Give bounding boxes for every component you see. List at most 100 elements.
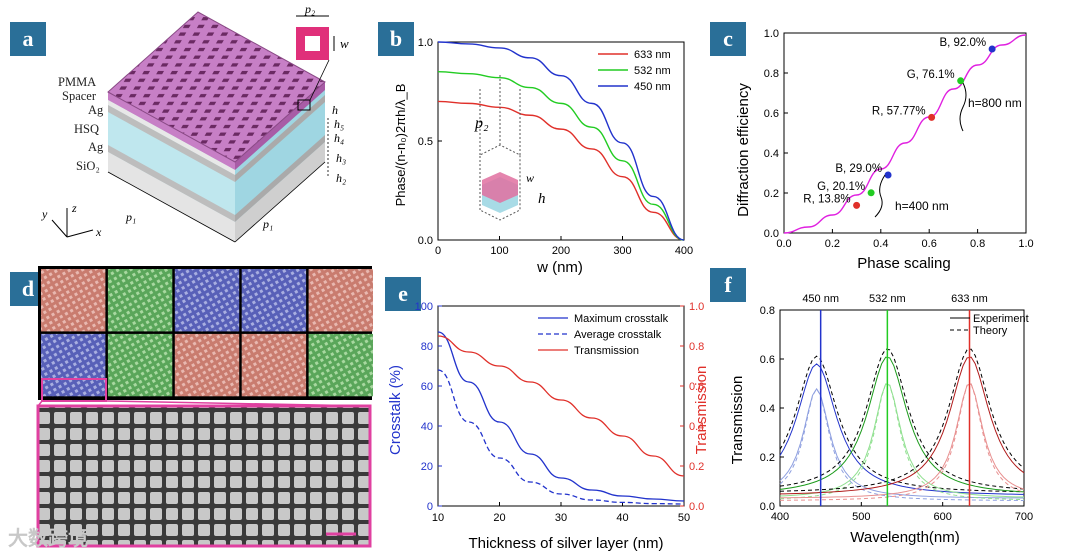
layer-label-spacer: Spacer xyxy=(62,89,97,103)
b-legend-label: 633 nm xyxy=(634,49,671,61)
f-spectrum-line xyxy=(779,363,1025,495)
f-legend-label: Theory xyxy=(973,325,1008,337)
c-bracket-400 xyxy=(874,174,886,218)
c-point-label: G, 20.1% xyxy=(817,181,865,193)
panel-d-images xyxy=(36,266,373,548)
b-xtick-label: 100 xyxy=(490,245,508,257)
d-tile xyxy=(41,269,106,332)
panel-label-b: b xyxy=(378,22,414,56)
b-legend-label: 450 nm xyxy=(634,81,671,93)
b-ytick-label: 1.0 xyxy=(418,37,433,49)
axis-z: z xyxy=(71,201,77,215)
c-bracket-400-label: h=400 nm xyxy=(895,199,949,213)
d-tile xyxy=(308,269,373,332)
e-xtick-label: 50 xyxy=(678,512,690,524)
c-point xyxy=(867,189,875,197)
c-ytick-label: 0.4 xyxy=(764,148,779,160)
dim-h4: h₄ xyxy=(334,131,344,145)
b-ytick-label: 0.5 xyxy=(418,136,433,148)
e-legend-label: Maximum crosstalk xyxy=(574,313,669,325)
f-ytick-label: 0.6 xyxy=(760,354,775,366)
d-tile xyxy=(41,333,106,397)
axis-y: y xyxy=(41,207,48,221)
b-ylabel: Phase/(n-n₀)2πh/λ_B xyxy=(393,84,408,207)
c-xlabel: Phase scaling xyxy=(857,255,950,272)
c-ytick-label: 0.6 xyxy=(764,108,779,120)
metasurface-top xyxy=(107,11,326,163)
plot-frame xyxy=(783,32,1027,234)
b-xtick-label: 0 xyxy=(435,245,441,257)
e-ytick-left-label: 60 xyxy=(421,381,433,393)
d-tile xyxy=(174,269,240,332)
b-inset-p2: p₂ xyxy=(474,115,489,132)
c-ylabel: Diffraction efficiency xyxy=(735,83,752,217)
e-ytick-right-label: 1.0 xyxy=(689,301,704,313)
c-point-label: B, 29.0% xyxy=(835,163,882,175)
e-legend-label: Average crosstalk xyxy=(574,329,662,341)
inset-w-label: w xyxy=(340,36,349,51)
f-spectrum-line xyxy=(779,383,1025,501)
f-ylabel: Transmission xyxy=(729,376,746,465)
b-inset-pillar: p₂ w h xyxy=(474,75,546,221)
e-series-line xyxy=(437,369,685,505)
watermark-text: 大数跨境 xyxy=(8,528,88,550)
f-ytick-label: 0.0 xyxy=(760,501,775,513)
e-ytick-right-label: 0.4 xyxy=(689,421,704,433)
c-xtick-label: 1.0 xyxy=(1018,238,1033,250)
f-spectrum-line xyxy=(779,348,1025,492)
c-xtick-label: 0.2 xyxy=(825,238,840,250)
layer-label-ag-bottom: Ag xyxy=(88,140,104,154)
e-xlabel: Thickness of silver layer (nm) xyxy=(468,535,663,552)
e-ytick-right-label: 0.8 xyxy=(689,341,704,353)
b-series-line xyxy=(437,100,685,241)
panel-label-f: f xyxy=(710,268,746,302)
d-tile xyxy=(308,333,373,397)
panel-b-chart: 0 100 200 300 400 0.0 0.5 1.0 633 nm 532 nm 450 nm… xyxy=(393,37,693,276)
layer-label-sio2: SiO₂ xyxy=(76,159,100,173)
e-xtick-label: 30 xyxy=(555,512,567,524)
c-xtick-label: 0.4 xyxy=(873,238,888,250)
d-tile xyxy=(107,269,173,332)
e-series-line xyxy=(437,331,685,502)
c-point-label: R, 57.77% xyxy=(872,105,926,117)
b-xtick-label: 400 xyxy=(675,245,693,257)
c-ytick-label: 0.0 xyxy=(764,228,779,240)
c-xtick-label: 0.6 xyxy=(922,238,937,250)
f-spectrum-line xyxy=(779,356,1025,493)
d-tile xyxy=(174,333,240,397)
c-bracket-800 xyxy=(959,82,967,132)
e-ytick-right-label: 0.0 xyxy=(689,501,704,513)
d-tile xyxy=(241,333,307,397)
b-series-line xyxy=(437,71,685,241)
f-xlabel: Wavelength(nm) xyxy=(850,529,959,546)
coordinate-axes: z x y xyxy=(41,201,102,239)
c-point xyxy=(884,171,892,179)
c-xtick-label: 0.0 xyxy=(776,238,791,250)
layer-label-ag-top: Ag xyxy=(88,103,104,117)
e-ytick-right-label: 0.2 xyxy=(689,461,704,473)
b-inset-w: w xyxy=(526,171,534,185)
f-xtick-label: 400 xyxy=(771,511,789,523)
e-ytick-left-label: 100 xyxy=(415,301,433,313)
e-ytick-left-label: 40 xyxy=(421,421,433,433)
f-spectrum-line xyxy=(779,383,1025,499)
f-legend-label: Experiment xyxy=(973,313,1029,325)
c-point xyxy=(853,201,861,209)
e-ytick-left-label: 80 xyxy=(421,341,433,353)
d-sem-image xyxy=(36,404,372,548)
panel-label-a: a xyxy=(10,22,46,56)
c-ytick-label: 1.0 xyxy=(764,28,779,40)
e-legend-label: Transmission xyxy=(574,345,639,357)
b-ytick-label: 0.0 xyxy=(418,235,433,247)
f-ytick-label: 0.8 xyxy=(760,305,775,317)
dim-h2: h₂ xyxy=(336,171,346,185)
b-legend-label: 532 nm xyxy=(634,65,671,77)
e-ytick-right-label: 0.6 xyxy=(689,381,704,393)
c-ytick-label: 0.2 xyxy=(764,188,779,200)
c-point xyxy=(988,45,996,53)
panel-a-schematic: p₂ w PMMA Spacer Ag HSQ Ag SiO₂ h h₅ h₄ … xyxy=(41,2,349,243)
e-ytick-left-label: 20 xyxy=(421,461,433,473)
e-series-line xyxy=(437,335,685,477)
axis-x: x xyxy=(95,225,102,239)
c-curve xyxy=(783,34,1027,234)
